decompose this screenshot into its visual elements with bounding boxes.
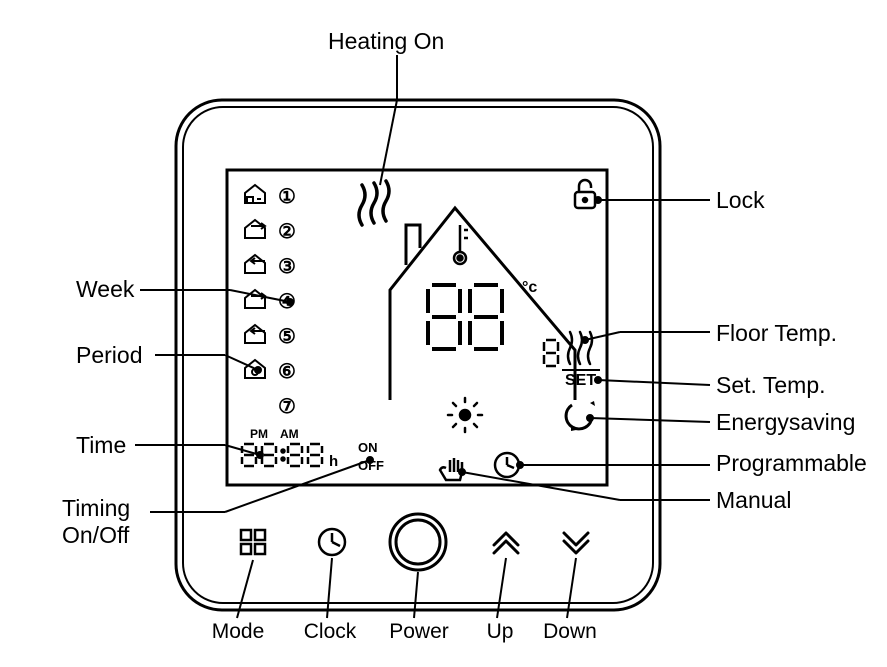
leader-lines bbox=[135, 55, 710, 618]
am-label: AM bbox=[280, 427, 299, 441]
timing-on: ON bbox=[358, 440, 378, 455]
week-label: Week bbox=[76, 276, 134, 303]
manual-label-text: Manual bbox=[716, 487, 791, 514]
unit-label: °ᴄ bbox=[522, 279, 537, 296]
programmable-label: Programmable bbox=[716, 450, 867, 477]
day-3: ③ bbox=[278, 256, 296, 278]
heating-icon bbox=[359, 181, 389, 225]
up-label: Up bbox=[480, 620, 520, 644]
programmable-icon bbox=[495, 453, 519, 477]
time-label: Time bbox=[76, 432, 126, 459]
clock-button[interactable] bbox=[319, 529, 345, 555]
set-label: SET bbox=[565, 372, 596, 389]
time-area: PM AM h ON OFF bbox=[242, 427, 384, 473]
mode-label: Mode bbox=[208, 620, 268, 644]
set-temp-label: Set. Temp. bbox=[716, 372, 826, 399]
clock-label: Clock bbox=[300, 620, 360, 644]
floor-temp-label: Floor Temp. bbox=[716, 320, 837, 347]
down-label: Down bbox=[540, 620, 600, 644]
day-6: ⑥ bbox=[278, 361, 296, 383]
day-5: ⑤ bbox=[278, 326, 296, 348]
lock-label: Lock bbox=[716, 187, 765, 214]
timing-onoff-label: Timing On/Off bbox=[62, 495, 130, 549]
day-7: ⑦ bbox=[278, 396, 296, 418]
time-h: h bbox=[329, 453, 338, 470]
lock-icon bbox=[575, 180, 595, 208]
power-label: Power bbox=[384, 620, 454, 644]
sun-icon bbox=[448, 398, 482, 432]
day-1: ① bbox=[278, 186, 296, 208]
temp-digits bbox=[428, 285, 502, 349]
small-digit bbox=[544, 340, 558, 366]
thermometer-icon bbox=[454, 225, 468, 264]
heating-on-label: Heating On bbox=[328, 28, 444, 55]
manual-icon bbox=[440, 458, 462, 480]
power-button[interactable] bbox=[390, 514, 446, 570]
down-button[interactable] bbox=[564, 533, 588, 553]
up-button[interactable] bbox=[494, 533, 518, 553]
day-2: ② bbox=[278, 221, 296, 243]
period-label: Period bbox=[76, 342, 142, 369]
energysaving-label: Energysaving bbox=[716, 409, 855, 436]
house-outline bbox=[390, 208, 575, 400]
mode-button[interactable] bbox=[241, 530, 265, 554]
time-digits bbox=[242, 444, 322, 466]
pm-label: PM bbox=[250, 427, 268, 441]
